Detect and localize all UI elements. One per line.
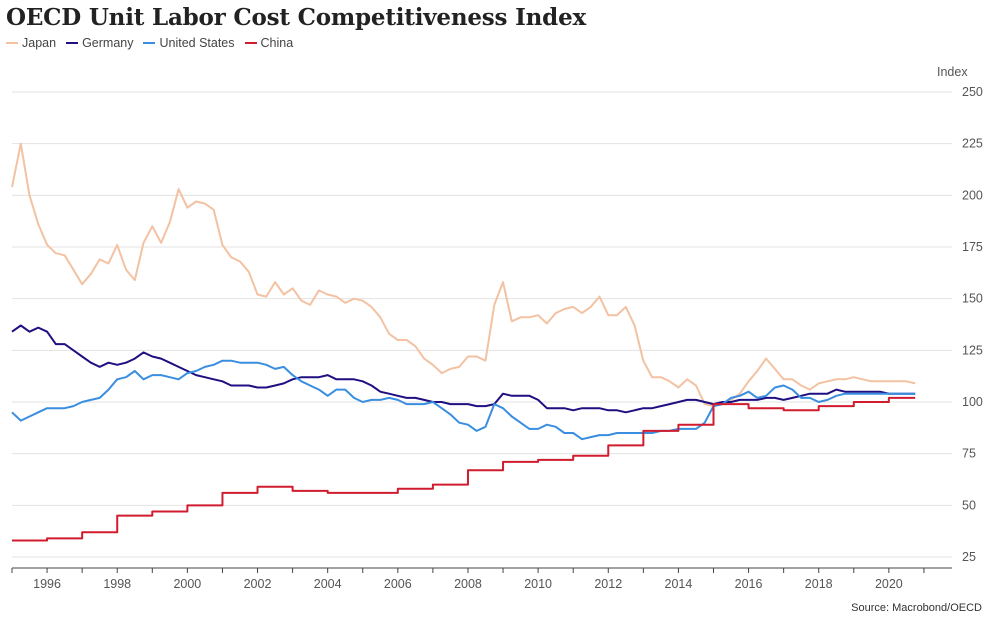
- series-line-japan: [11, 142, 916, 408]
- y-tick-label-25: 25: [962, 550, 976, 564]
- series-lines: [11, 142, 916, 542]
- series-line-china: [12, 396, 916, 542]
- legend-label-japan: Japan: [22, 36, 57, 50]
- y-axis-label: Index: [937, 65, 968, 79]
- source-note: Source: Macrobond/OECD: [851, 602, 982, 614]
- x-tick-label-2006: 2006: [384, 577, 412, 591]
- x-tick-label-2018: 2018: [805, 577, 833, 591]
- legend-swatch-china: [244, 42, 257, 44]
- x-tick-label-2014: 2014: [665, 577, 693, 591]
- x-tick-label-2002: 2002: [244, 577, 272, 591]
- x-axis: 1996 1998 2000 2002 2004 2006 2008 2010 2012 2014…: [11, 567, 952, 591]
- y-tick-label-75: 75: [962, 447, 976, 461]
- legend-label-germany: Germany: [82, 36, 134, 50]
- x-tick-label-2010: 2010: [524, 577, 552, 591]
- legend-item-japan[interactable]: Japan: [6, 36, 56, 50]
- series-line-germany: [11, 324, 916, 414]
- y-tick-label-150: 150: [962, 292, 983, 306]
- legend-item-germany[interactable]: Germany: [66, 36, 133, 50]
- y-tick-label-175: 175: [962, 240, 983, 254]
- legend-swatch-germany: [66, 42, 79, 44]
- x-tick-label-2008: 2008: [454, 577, 482, 591]
- legend-label-china: China: [260, 36, 294, 50]
- x-tick-label-2012: 2012: [594, 577, 622, 591]
- y-tick-label-100: 100: [962, 395, 983, 409]
- legend: Japan Germany United States China: [6, 36, 293, 50]
- legend-item-united-states[interactable]: United States: [143, 36, 235, 50]
- x-tick-label-2016: 2016: [735, 577, 763, 591]
- legend-item-china[interactable]: China: [244, 36, 294, 50]
- chart-title: OECD Unit Labor Cost Competitiveness Ind…: [6, 4, 587, 31]
- y-tick-label-225: 225: [962, 137, 983, 151]
- x-tick-label-2004: 2004: [314, 577, 342, 591]
- y-axis: 25 50 75 100 125 150 175 200 225 250: [962, 85, 983, 564]
- legend-label-united-states: United States: [159, 36, 235, 50]
- gridlines: [12, 91, 952, 558]
- legend-swatch-japan: [6, 42, 18, 44]
- x-tick-label-1998: 1998: [103, 577, 131, 591]
- y-tick-label-250: 250: [962, 85, 983, 99]
- series-line-united-states: [11, 359, 916, 441]
- y-tick-label-200: 200: [962, 188, 983, 202]
- y-tick-label-50: 50: [962, 498, 976, 512]
- x-tick-label-2020: 2020: [875, 577, 903, 591]
- legend-swatch-united-states: [143, 42, 156, 44]
- x-tick-label-1996: 1996: [33, 577, 61, 591]
- y-tick-label-125: 125: [962, 343, 983, 357]
- x-tick-label-2000: 2000: [173, 577, 201, 591]
